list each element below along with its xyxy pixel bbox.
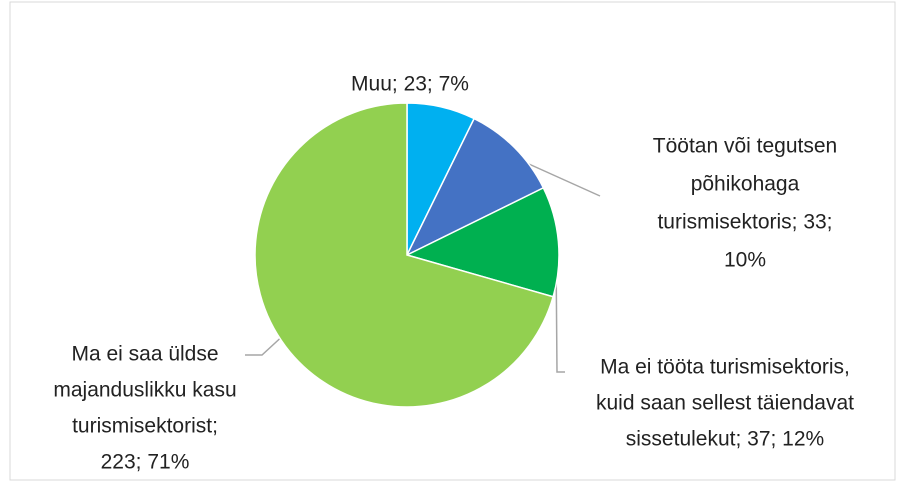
pie-slice: [404, 186, 560, 298]
leader-line: [519, 159, 601, 197]
data-label: Töötan või tegutsen: [653, 135, 837, 158]
data-label: turismisektoris; 33;: [657, 211, 832, 234]
data-label: sissetulekut; 37; 12%: [626, 428, 824, 451]
leader-line: [245, 331, 288, 356]
data-label: kuid saan sellest täiendavat: [596, 392, 854, 415]
pie-slice: [405, 117, 545, 257]
data-label: 10%: [724, 249, 766, 272]
data-label: Ma ei tööta turismisektoris,: [600, 356, 850, 379]
data-label: Muu; 23; 7%: [351, 73, 469, 96]
pie-slice: [254, 102, 555, 408]
data-label: põhikohaga: [691, 173, 800, 196]
leader-line: [555, 249, 565, 373]
data-label: Ma ei saa üldse: [71, 343, 218, 366]
chart-frame: [9, 1, 896, 481]
data-label: turismisektorist;: [72, 415, 218, 438]
data-label: majanduslikku kasu: [53, 379, 236, 402]
data-label: 223; 71%: [101, 451, 190, 474]
